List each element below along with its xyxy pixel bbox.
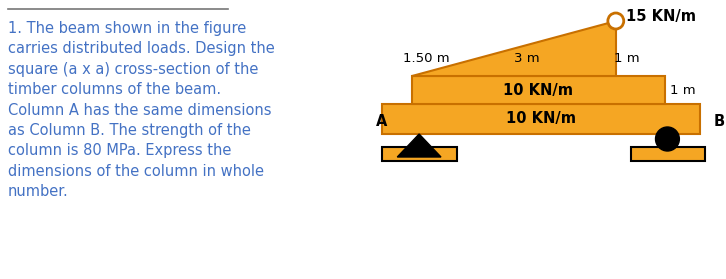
Polygon shape: [397, 134, 441, 157]
Polygon shape: [412, 21, 616, 76]
Text: 1 m: 1 m: [670, 83, 696, 97]
Text: 3 m: 3 m: [513, 52, 539, 65]
Text: A: A: [376, 114, 388, 129]
Text: 10 KN/m: 10 KN/m: [506, 112, 576, 126]
Bar: [383, 147, 457, 161]
Text: B: B: [713, 114, 725, 129]
Text: 1.50 m: 1.50 m: [404, 52, 450, 65]
Text: 10 KN/m: 10 KN/m: [503, 83, 574, 97]
Circle shape: [656, 127, 680, 151]
Bar: [383, 104, 700, 134]
Text: 1 m: 1 m: [613, 52, 640, 65]
Circle shape: [608, 13, 624, 29]
Bar: [631, 147, 705, 161]
Text: 1. The beam shown in the figure
carries distributed loads. Design the
square (a : 1. The beam shown in the figure carries …: [8, 21, 274, 199]
Bar: [412, 76, 666, 104]
Text: 15 KN/m: 15 KN/m: [626, 9, 696, 25]
